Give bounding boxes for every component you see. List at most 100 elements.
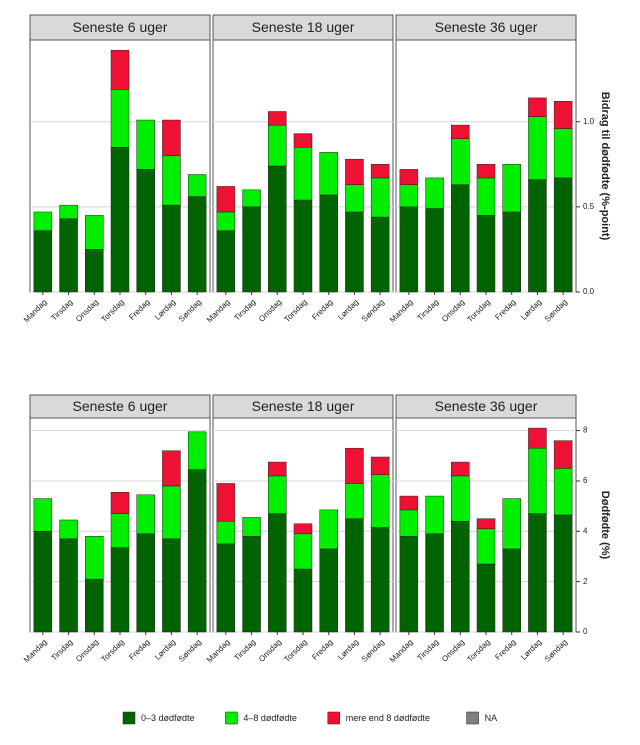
bar-segment: [85, 536, 104, 580]
bar-segment: [502, 164, 521, 213]
bar-segment: [451, 520, 470, 633]
bar-segment: [370, 216, 390, 293]
bar-segment: [528, 97, 547, 117]
bar-segment: [136, 533, 155, 633]
panel-header: [29, 394, 211, 419]
y-tick-label: 8: [583, 426, 588, 435]
bar-segment: [345, 184, 364, 213]
x-tick-label: Søndag: [360, 298, 386, 324]
x-tick-label: Søndag: [177, 638, 203, 664]
bar-segment: [187, 469, 207, 633]
x-tick-label: Tirsdag: [415, 638, 440, 663]
x-tick-label: Mandag: [22, 638, 49, 665]
bar-segment: [553, 440, 573, 469]
bar-segment: [293, 568, 313, 633]
x-tick-label: Torsdag: [282, 638, 308, 664]
bar-segment: [476, 164, 496, 179]
x-tick-label: Onsdag: [440, 298, 466, 324]
bar-segment: [425, 177, 444, 209]
bar-segment: [553, 101, 573, 129]
bar-segment: [345, 518, 364, 633]
x-tick-label: Søndag: [543, 298, 569, 324]
bar-segment: [528, 116, 547, 180]
bar-segment: [33, 531, 53, 633]
bar-segment: [242, 189, 261, 208]
bar-segment: [451, 461, 470, 477]
bar-segment: [162, 450, 181, 487]
bar-segment: [268, 111, 287, 126]
panel-title: Seneste 18 uger: [252, 398, 355, 414]
bar-segment: [345, 483, 364, 519]
bar-segment: [370, 474, 390, 528]
x-tick-label: Lørdag: [336, 298, 360, 322]
bar-segment: [268, 124, 287, 167]
legend-swatch: [327, 711, 341, 725]
bar-segment: [476, 177, 496, 216]
x-tick-label: Onsdag: [257, 638, 283, 664]
bar-segment: [370, 527, 390, 633]
x-tick-label: Onsdag: [74, 638, 100, 664]
bar-segment: [85, 249, 104, 293]
bar-segment: [345, 158, 364, 185]
x-tick-label: Tirsdag: [49, 638, 74, 663]
bar-segment: [319, 509, 338, 550]
bar-segment: [451, 475, 470, 522]
x-tick-label: Mandag: [205, 298, 232, 325]
x-tick-label: Torsdag: [99, 298, 125, 324]
bar-segment: [187, 431, 207, 470]
x-tick-label: Mandag: [205, 638, 232, 665]
bar-segment: [553, 514, 573, 633]
bar-segment: [425, 533, 444, 633]
bar-segment: [162, 155, 181, 206]
bar-segment: [553, 128, 573, 179]
legend-swatch: [466, 711, 479, 725]
x-tick-label: Torsdag: [99, 638, 125, 664]
bar-segment: [528, 427, 547, 449]
bar-segment: [502, 548, 521, 633]
x-tick-label: Fredag: [127, 638, 151, 662]
x-tick-label: Tirsdag: [232, 638, 257, 663]
y-tick-label: 2: [583, 577, 588, 586]
bar-segment: [110, 547, 130, 633]
bar-segment: [268, 165, 287, 293]
panel-title: Seneste 36 uger: [435, 19, 538, 35]
y-tick-label: 0.5: [583, 202, 595, 211]
bar-segment: [319, 152, 338, 196]
legend-label: mere end 8 dødfødte: [346, 713, 430, 723]
panel-header: [395, 394, 577, 419]
bar-segment: [553, 177, 573, 293]
panel-header: [212, 394, 394, 419]
bar-segment: [59, 538, 78, 633]
bar-segment: [216, 186, 236, 213]
y-tick-label: 0: [583, 627, 588, 636]
panel-title: Seneste 6 uger: [73, 19, 168, 35]
bar-segment: [345, 211, 364, 293]
bar-segment: [476, 528, 496, 565]
x-tick-label: Søndag: [177, 298, 203, 324]
bar-segment: [451, 184, 470, 293]
bar-segment: [451, 124, 470, 140]
x-tick-label: Fredag: [493, 638, 517, 662]
bar-segment: [242, 536, 261, 633]
bar-segment: [528, 513, 547, 633]
bar-segment: [451, 138, 470, 185]
bar-segment: [319, 194, 338, 293]
legend-label: 4–8 dødfødte: [243, 713, 297, 723]
y-tick-label: 1.0: [583, 117, 595, 126]
bar-segment: [319, 548, 338, 633]
x-tick-label: Tirsdag: [415, 298, 440, 323]
bar-segment: [370, 177, 390, 218]
x-tick-label: Onsdag: [74, 298, 100, 324]
bar-segment: [293, 199, 313, 293]
bar-segment: [370, 164, 390, 179]
bar-segment: [216, 543, 236, 633]
panel-header: [212, 14, 394, 41]
bar-segment: [187, 174, 207, 197]
x-tick-label: Onsdag: [257, 298, 283, 324]
bar-segment: [187, 196, 207, 293]
y-axis-label: Bidrag til dødfødte (%-point): [599, 92, 611, 241]
bar-segment: [33, 230, 53, 293]
x-tick-label: Søndag: [543, 638, 569, 664]
bar-segment: [162, 538, 181, 633]
